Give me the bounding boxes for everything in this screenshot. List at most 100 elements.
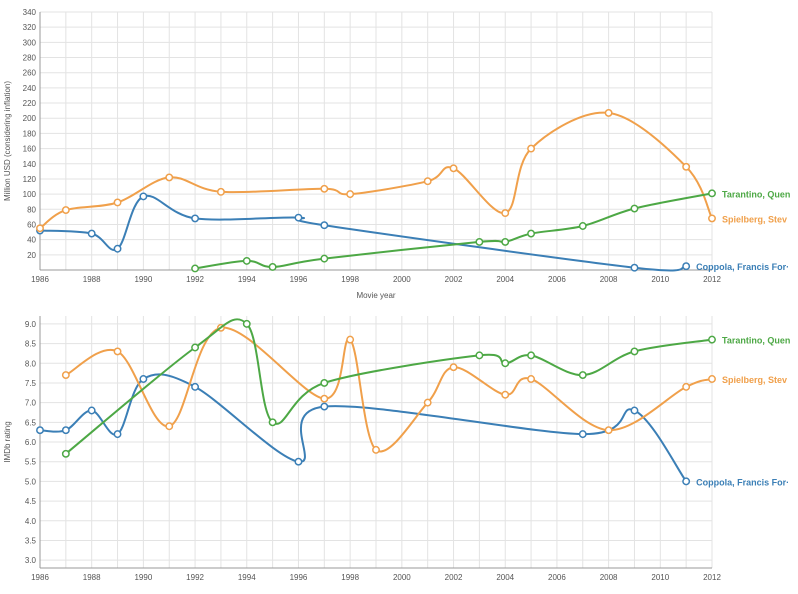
data-point-coppola[interactable] xyxy=(294,213,303,222)
data-point-tarantino[interactable] xyxy=(527,351,536,360)
data-point-coppola[interactable] xyxy=(36,426,44,435)
y-tick-label: 320 xyxy=(23,23,37,32)
data-point-tarantino[interactable] xyxy=(242,319,251,328)
data-point-tarantino[interactable] xyxy=(475,237,484,246)
x-tick-label: 2008 xyxy=(600,573,618,582)
data-point-tarantino[interactable] xyxy=(630,204,639,213)
data-point-tarantino[interactable] xyxy=(578,222,587,230)
data-point-spielberg[interactable] xyxy=(527,375,536,383)
data-point-tarantino[interactable] xyxy=(191,264,200,273)
data-point-spielberg[interactable] xyxy=(165,422,174,431)
data-point-coppola[interactable] xyxy=(320,221,329,230)
data-point-coppola[interactable] xyxy=(630,263,639,272)
data-point-coppola[interactable] xyxy=(87,406,96,415)
x-tick-label: 2006 xyxy=(548,573,566,582)
x-tick-label: 1986 xyxy=(31,275,49,284)
data-point-spielberg[interactable] xyxy=(216,187,225,196)
data-point-tarantino[interactable] xyxy=(61,449,70,458)
data-point-spielberg[interactable] xyxy=(604,426,613,435)
x-tick-label: 1996 xyxy=(290,275,308,284)
data-point-tarantino[interactable] xyxy=(320,254,329,263)
y-tick-label: 240 xyxy=(23,84,37,93)
data-point-spielberg[interactable] xyxy=(449,363,458,372)
data-point-coppola[interactable] xyxy=(113,430,122,439)
series-spielberg: Spielberg, Stev xyxy=(36,108,787,233)
data-point-spielberg[interactable] xyxy=(708,375,716,383)
data-point-spielberg[interactable] xyxy=(113,198,122,207)
data-point-tarantino[interactable] xyxy=(268,263,277,271)
data-point-spielberg[interactable] xyxy=(708,214,716,223)
data-point-coppola[interactable] xyxy=(578,430,587,439)
data-point-coppola[interactable] xyxy=(191,382,200,391)
data-point-tarantino[interactable] xyxy=(708,189,716,198)
x-tick-label: 2010 xyxy=(651,573,669,582)
y-tick-label: 140 xyxy=(23,160,37,169)
data-point-tarantino[interactable] xyxy=(242,256,251,265)
data-point-tarantino[interactable] xyxy=(578,371,587,380)
data-point-spielberg[interactable] xyxy=(320,184,329,193)
data-point-coppola[interactable] xyxy=(191,214,200,223)
data-point-coppola[interactable] xyxy=(87,229,96,238)
data-point-coppola[interactable] xyxy=(139,192,148,201)
data-point-spielberg[interactable] xyxy=(320,394,329,403)
data-point-spielberg[interactable] xyxy=(423,398,432,407)
data-point-spielberg[interactable] xyxy=(449,164,458,173)
y-tick-label: 6.0 xyxy=(25,438,37,447)
x-tick-label: 1994 xyxy=(238,275,256,284)
data-point-coppola[interactable] xyxy=(139,375,148,383)
y-axis-title: IMDb rating xyxy=(3,421,12,462)
data-point-coppola[interactable] xyxy=(113,244,122,253)
gridlines xyxy=(39,316,713,568)
y-tick-label: 40 xyxy=(27,236,36,245)
data-point-spielberg[interactable] xyxy=(372,445,380,454)
x-tick-label: 1988 xyxy=(83,573,101,582)
data-point-tarantino[interactable] xyxy=(527,229,536,238)
data-point-spielberg[interactable] xyxy=(527,144,536,153)
x-tick-label: 2008 xyxy=(600,275,618,284)
data-point-tarantino[interactable] xyxy=(501,359,510,368)
chart-2: 1986 1988 1990 1992 1994 1996 1998 2000 2002 2004… xyxy=(3,316,790,582)
data-point-spielberg[interactable] xyxy=(36,224,44,233)
data-point-coppola[interactable] xyxy=(682,477,691,486)
x-tick-label: 1996 xyxy=(290,573,308,582)
data-point-tarantino[interactable] xyxy=(268,418,277,427)
data-point-spielberg[interactable] xyxy=(61,371,70,380)
x-tick-label: 1986 xyxy=(31,573,49,582)
data-point-spielberg[interactable] xyxy=(501,209,510,218)
data-point-spielberg[interactable] xyxy=(346,335,355,344)
data-point-spielberg[interactable] xyxy=(604,108,613,117)
y-tick-label: 8.5 xyxy=(25,340,37,349)
data-point-spielberg[interactable] xyxy=(113,347,122,356)
data-point-tarantino[interactable] xyxy=(320,378,329,387)
data-point-coppola[interactable] xyxy=(294,457,303,466)
series-tarantino: Tarantino, Quen xyxy=(61,318,790,458)
data-point-spielberg[interactable] xyxy=(346,190,355,199)
series-label-tarantino: Tarantino, Quen xyxy=(722,336,790,346)
data-point-tarantino[interactable] xyxy=(191,343,200,352)
data-point-tarantino[interactable] xyxy=(708,335,716,344)
data-point-spielberg[interactable] xyxy=(423,177,432,186)
x-axis-title: Movie year xyxy=(356,291,395,300)
data-point-tarantino[interactable] xyxy=(501,237,510,246)
data-point-tarantino[interactable] xyxy=(630,347,639,356)
series-coppola: Coppola, Francis For· xyxy=(36,192,789,272)
y-tick-label: 5.5 xyxy=(25,458,37,467)
data-point-spielberg[interactable] xyxy=(165,173,174,182)
y-tick-label: 260 xyxy=(23,69,37,78)
x-tick-label: 2006 xyxy=(548,275,566,284)
data-point-coppola[interactable] xyxy=(630,406,639,415)
data-point-spielberg[interactable] xyxy=(501,390,510,399)
data-point-spielberg[interactable] xyxy=(61,206,70,215)
x-tick-label: 2002 xyxy=(445,275,463,284)
y-tick-label: 220 xyxy=(23,99,37,108)
y-tick-label: 340 xyxy=(23,8,37,17)
x-tick-label: 1992 xyxy=(186,573,204,582)
y-tick-label: 20 xyxy=(27,251,36,260)
data-point-coppola[interactable] xyxy=(320,402,329,411)
data-point-tarantino[interactable] xyxy=(475,351,484,360)
data-point-coppola[interactable] xyxy=(61,426,70,435)
data-point-spielberg[interactable] xyxy=(682,382,691,391)
data-point-spielberg[interactable] xyxy=(682,162,691,171)
data-point-coppola[interactable] xyxy=(682,262,691,271)
x-tick-label: 2004 xyxy=(496,275,514,284)
